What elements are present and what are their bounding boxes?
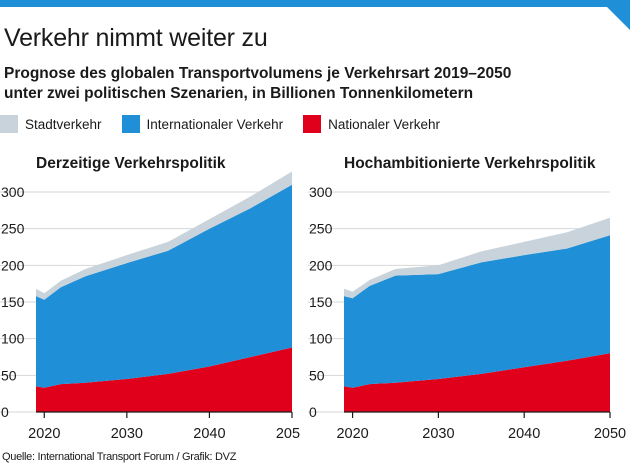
y-tick-label: 100 [309,331,333,347]
legend-item-nationaler-verkehr: Nationaler Verkehr [303,115,440,133]
y-tick-label: 100 [1,331,25,347]
top-accent-bar [0,0,630,7]
area-stadtverkehr [344,217,610,299]
y-tick-label: 150 [309,294,333,310]
y-tick-label: 50 [1,367,17,383]
y-tick-label: 150 [1,294,25,310]
corner-accent [600,0,630,30]
legend-label-stadtverkehr: Stadtverkehr [25,116,102,132]
y-tick-label: 200 [309,257,333,273]
x-tick-label: 2040 [508,426,540,442]
legend-item-internationaler-verkehr: Internationaler Verkehr [121,115,284,133]
x-tick-label: 2050 [276,426,300,442]
area-internationaler-verkehr [344,235,610,388]
chart-title: Derzeitige Verkehrspolitik [36,155,226,172]
subtitle-line-1: Prognose des globalen Transportvolumens … [4,65,512,82]
legend-swatch-nationaler-verkehr [303,115,322,133]
legend-label-internationaler-verkehr: Internationaler Verkehr [146,116,284,132]
y-tick-label: 0 [1,404,9,420]
legend-label-nationaler-verkehr: Nationaler Verkehr [328,116,440,132]
area-nationaler-verkehr [36,347,292,412]
y-tick-label: 250 [1,221,25,237]
legend-item-stadtverkehr: Stadtverkehr [0,115,102,133]
source-note: Quelle: International Transport Forum / … [2,451,237,463]
chart-derzeitige-verkehrspolitik: Derzeitige Verkehrspolitik 0 50 100 150 200 25… [0,155,300,442]
area-stadtverkehr [36,171,292,300]
subtitle-line-2: unter zwei politischen Szenarien, in Bil… [4,85,474,102]
y-tick-label: 250 [309,221,333,237]
x-tick-label: 2050 [594,426,626,442]
y-tick-label: 300 [1,184,25,200]
y-tick-label: 0 [309,404,317,420]
y-tick-label: 300 [309,184,333,200]
legend-swatch-internationaler-verkehr [121,115,140,133]
legend: Stadtverkehr Internationaler Verkehr Nat… [0,114,460,134]
y-tick-label: 50 [309,367,325,383]
legend-swatch-stadtverkehr [0,115,18,133]
x-tick-label: 2030 [422,426,454,442]
x-tick-label: 2020 [336,426,368,442]
headline: Verkehr nimmt weiter zu [4,24,268,52]
y-tick-label: 200 [1,257,25,273]
chart-title: Hochambitionierte Verkehrspolitik [344,155,596,172]
x-tick-label: 2020 [28,426,60,442]
area-internationaler-verkehr [36,184,292,388]
x-tick-label: 2030 [111,426,143,442]
x-tick-label: 2040 [193,426,225,442]
subtitle: Prognose des globalen Transportvolumens … [4,64,624,104]
area-nationaler-verkehr [344,353,610,412]
chart-hochambitionierte-verkehrspolitik: Hochambitionierte Verkehrspolitik 0 50 100 1… [308,155,626,442]
